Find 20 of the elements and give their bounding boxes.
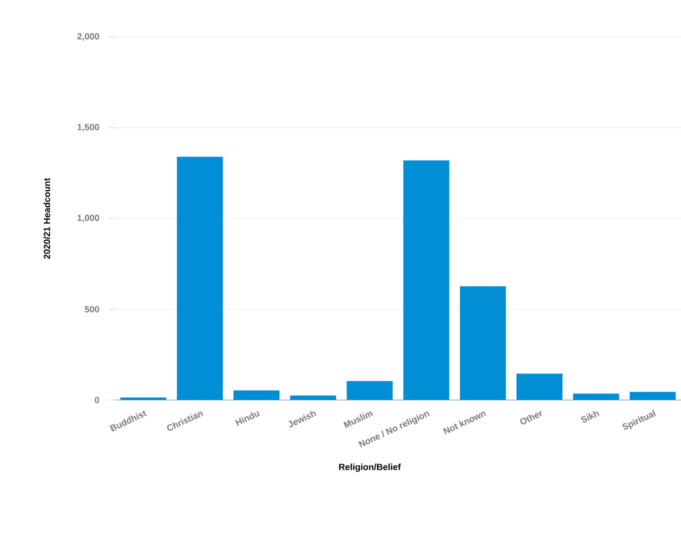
bar bbox=[346, 380, 393, 400]
y-tick-label: 1,000 bbox=[78, 214, 100, 222]
bar bbox=[403, 160, 450, 400]
y-tick-label: 2,000 bbox=[77, 33, 100, 41]
y-tick-label: 1,500 bbox=[78, 124, 100, 132]
y-tick-label: 0 bbox=[94, 396, 100, 404]
x-tick-label: Sikh bbox=[581, 410, 600, 423]
bar bbox=[630, 392, 676, 400]
bar bbox=[573, 394, 620, 400]
bar bbox=[290, 395, 336, 400]
x-axis-title: Religion/Belief bbox=[339, 464, 401, 472]
bar bbox=[120, 397, 166, 400]
x-tick-label: Other bbox=[520, 411, 542, 424]
bar bbox=[176, 156, 223, 400]
y-tick-label: 500 bbox=[84, 306, 100, 312]
y-axis-title: 2020/21 Headcount bbox=[44, 178, 50, 259]
bar bbox=[460, 286, 506, 400]
x-tick-label: Hindu bbox=[235, 411, 260, 426]
bar bbox=[516, 374, 562, 400]
bar bbox=[234, 390, 280, 400]
